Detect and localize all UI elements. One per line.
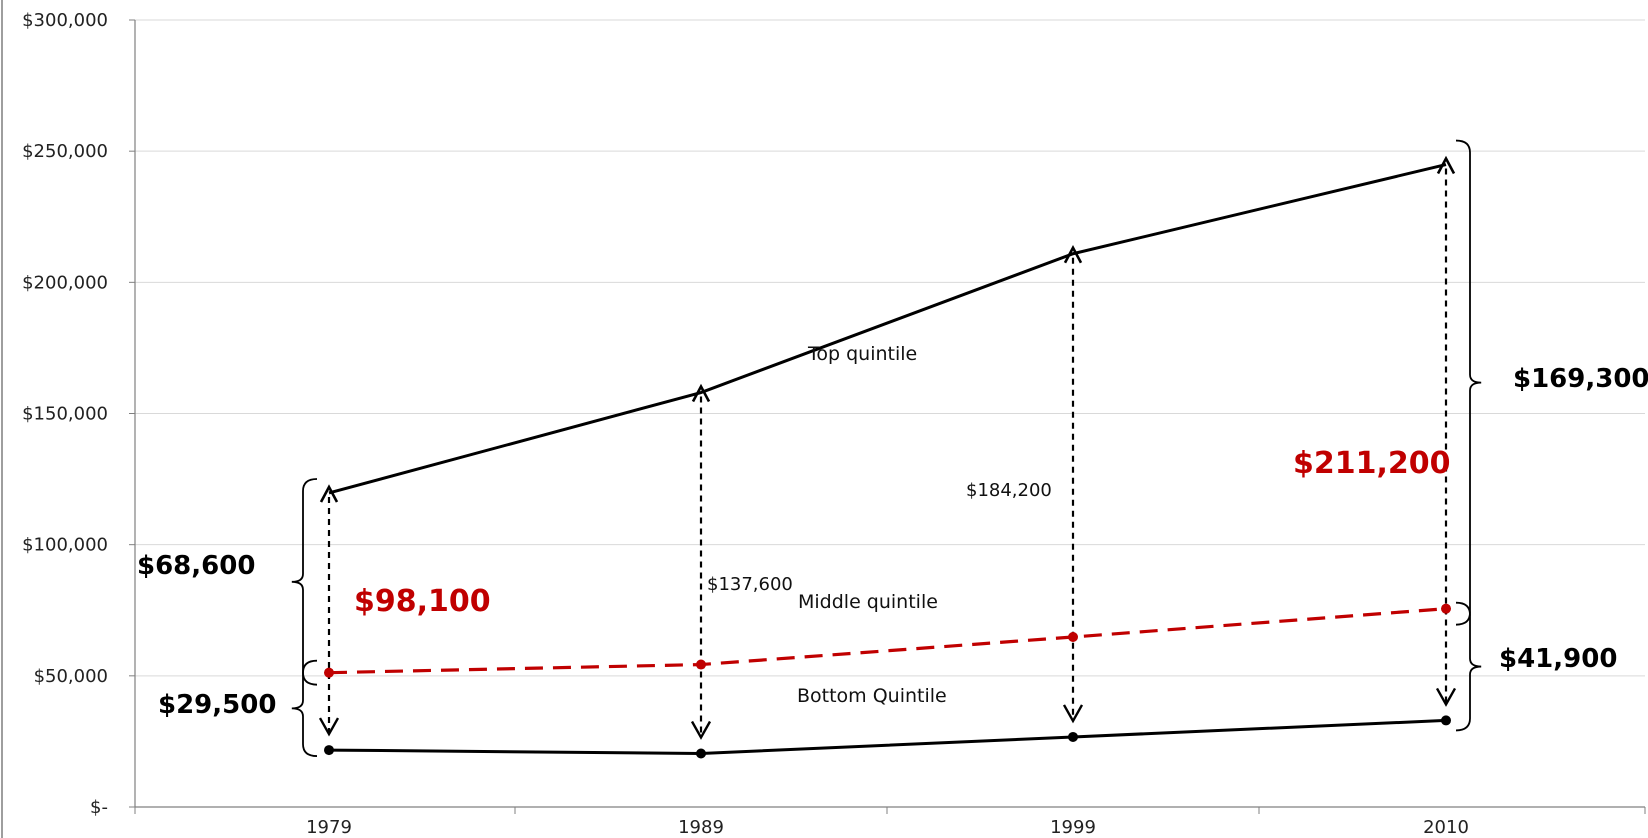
series-line	[328, 607, 1447, 675]
y-tick-label: $300,000	[22, 10, 108, 31]
x-tick-label: 1989	[678, 817, 724, 838]
y-tick-label: $250,000	[22, 141, 108, 162]
gap-arrows	[318, 168, 1457, 740]
series-point	[1068, 632, 1078, 643]
middle-bottom-gap-1979-label: $29,500	[158, 690, 276, 720]
series-label-top: Top quintile	[807, 343, 917, 365]
x-tick-labels: 1979 1989 1999 2010	[306, 817, 1469, 838]
series-point	[1063, 244, 1083, 264]
y-tick-label: $200,000	[22, 272, 108, 293]
series-line	[328, 718, 1447, 755]
brace-middle-bottom-1979	[291, 659, 318, 757]
y-tick-labels: $- $50,000 $100,000 $150,000 $200,000 $250,00…	[22, 10, 108, 818]
gap-arrow-head	[318, 717, 340, 737]
top-middle-gap-1979-label: $68,600	[137, 551, 255, 581]
gridlines	[135, 19, 1645, 677]
gap-braces	[291, 139, 1482, 757]
gap-arrow-head	[1062, 704, 1084, 724]
gap-label-1999: $184,200	[966, 480, 1052, 501]
series-point	[1441, 715, 1451, 726]
x-tick-label: 1979	[306, 817, 352, 838]
gap-label-1979: $98,100	[354, 584, 491, 619]
series-point	[691, 383, 711, 403]
series-line	[328, 163, 1447, 495]
gap-arrow-head	[690, 720, 712, 740]
y-tick-label: $50,000	[34, 666, 108, 687]
series-markers	[319, 155, 1456, 759]
series-point	[324, 667, 334, 678]
gap-label-2010: $211,200	[1293, 446, 1451, 481]
gap-label-1989: $137,600	[707, 574, 793, 595]
y-tick-label: $150,000	[22, 404, 108, 425]
series-point	[319, 484, 339, 503]
brace-middle-bottom-2010	[1455, 601, 1482, 732]
series-point	[1441, 603, 1451, 614]
series-label-bottom: Bottom Quintile	[797, 685, 947, 707]
top-middle-gap-2010-label: $169,300	[1513, 364, 1648, 394]
series-label-middle: Middle quintile	[798, 591, 938, 613]
x-tick-label: 1999	[1050, 817, 1096, 838]
x-tick-label: 2010	[1423, 817, 1469, 838]
y-tick-label: $100,000	[22, 535, 108, 556]
gap-arrow-head	[1435, 687, 1457, 707]
axes	[129, 19, 1646, 814]
series-lines	[328, 163, 1447, 755]
series-point	[696, 659, 706, 670]
series-point	[1436, 155, 1456, 175]
middle-bottom-gap-2010-label: $41,900	[1499, 644, 1617, 674]
series-point	[696, 748, 706, 759]
series-point	[324, 745, 334, 756]
series-point	[1068, 731, 1078, 742]
y-tick-label: $-	[90, 797, 108, 818]
